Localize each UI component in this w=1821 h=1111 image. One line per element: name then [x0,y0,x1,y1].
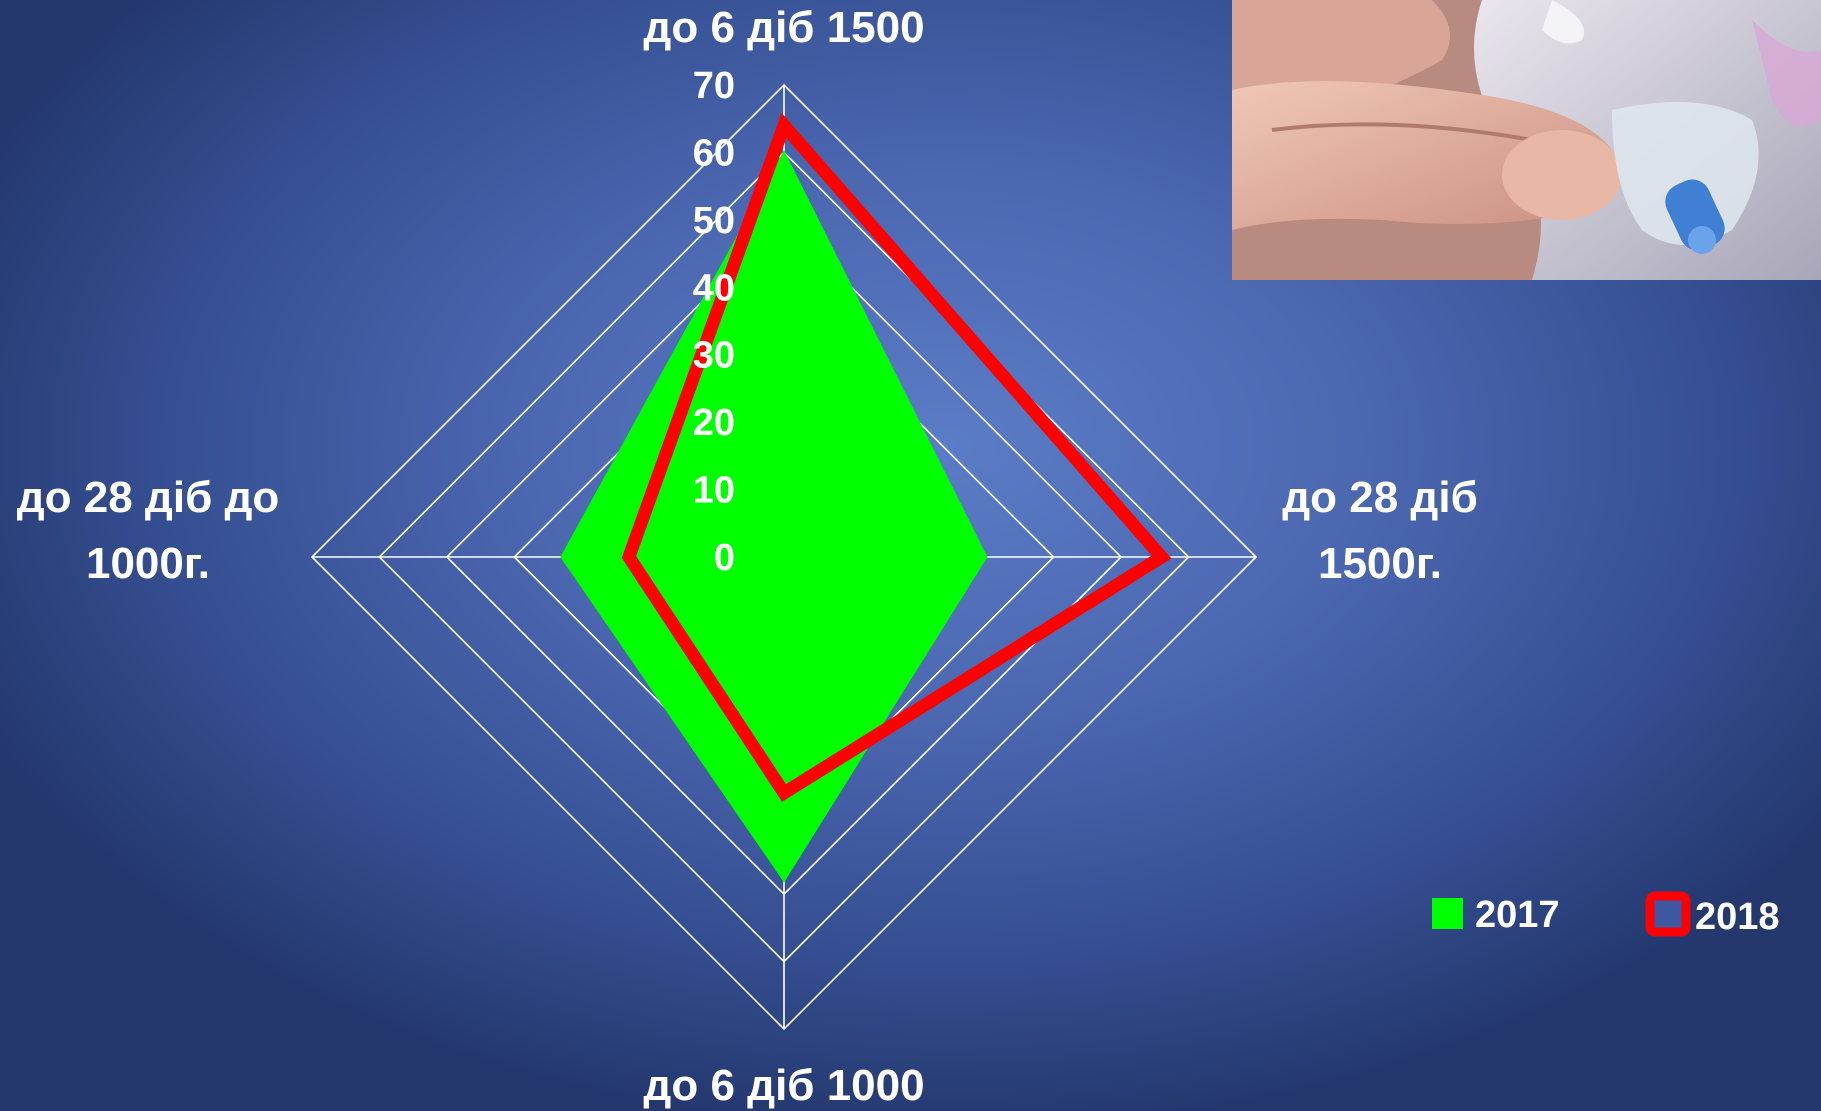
legend: 2017 2018 [1432,891,1780,938]
series-2018 [621,112,1172,802]
tick-label: 30 [693,335,735,377]
legend-label-2018: 2018 [1695,896,1780,938]
tick-label: 0 [714,537,735,579]
tick-label: 50 [693,200,735,242]
legend-label-2017: 2017 [1475,894,1560,936]
tick-label: 40 [693,267,735,309]
tick-label: 60 [693,132,735,174]
axis-label-line: до 6 діб 1000 [643,1061,924,1110]
axis-label-line: 1500г. [1318,539,1442,588]
axis-label-line: до 6 діб 1500 [643,3,924,52]
axis-label: до 28 діб 1500г. [1282,473,1478,588]
tick-label: 10 [693,470,735,512]
tick-label: 70 [693,65,735,107]
radial-tick-labels: 0 10 20 30 40 50 60 70 [693,65,735,579]
legend-swatch-2017 [1432,898,1463,929]
series-layer [560,112,1172,883]
axis-labels: до 6 діб 1500 до 28 діб 1500г. до 6 діб 100… [17,3,1478,1110]
tick-label: 20 [693,402,735,444]
axis-label: до 6 діб 1000 [643,1061,924,1110]
axis-label: до 28 діб до 1000г. [17,473,280,588]
axis-label-line: до 28 діб [1282,473,1478,522]
axis-label-line: до 28 діб до [17,473,280,522]
axis-label-line: 1000г. [86,539,210,588]
newborn-hand-photo [1232,0,1821,280]
axis-label: до 6 діб 1500 [643,3,924,52]
legend-swatch-2018 [1645,891,1691,937]
series-2017 [560,150,988,883]
